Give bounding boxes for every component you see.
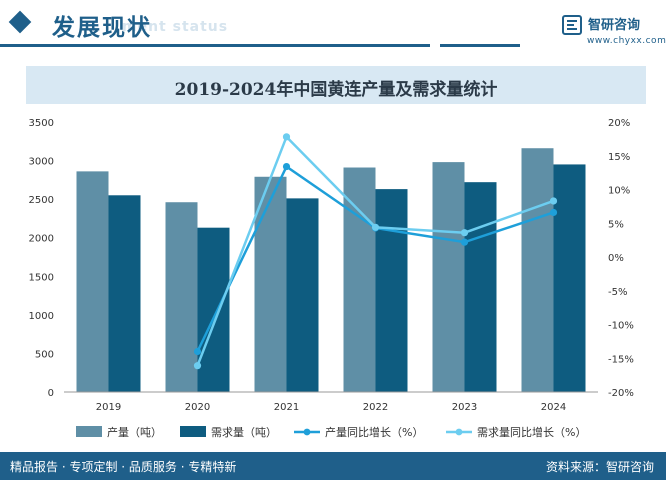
footer-bar: 精品报告 · 专项定制 · 品质服务 · 专精特新 资料来源：智研咨询 [0,452,666,480]
brand-logo-icon [562,15,582,35]
legend-label: 需求量同比增长（%） [477,425,586,439]
y-right-tick-label: 5% [608,219,624,230]
legend-label: 产量同比增长（%） [325,425,423,439]
x-tick-label: 2019 [96,402,121,413]
chart: 0 500 1000 1500 2000 2500 3000 3500 -20% -15% -10%… [29,118,634,439]
x-tick-label: 2023 [452,402,477,413]
point-production-growth [549,208,558,217]
point-production-growth [193,347,202,356]
legend-swatch-marker [303,428,311,436]
legend-swatch-bar [76,426,102,437]
brand-logo-block: 智研咨询 www.chyxx.com [562,14,666,54]
y-left-tick-label: 1500 [29,272,54,283]
bar-demand [197,227,230,392]
header-rule-short [440,44,520,47]
point-demand-growth [460,229,469,237]
section-header: ment status 发展现状 智研咨询 www.chyxx.com [0,0,666,56]
bar-production [165,202,198,392]
legend-label: 需求量（吨） [211,426,277,439]
diamond-icon [8,10,32,34]
y-right-tick-label: -20% [608,388,634,399]
y-right-tick-label: 15% [608,152,630,163]
x-tick-label: 2021 [274,402,299,413]
brand-url: www.chyxx.com [587,36,666,46]
point-production-growth [460,238,469,246]
bar-demand [286,198,319,392]
bar-production [432,162,465,392]
point-demand-growth [193,362,202,370]
chart-title-band: 2019-2024年中国黄连产量及需求量统计 [26,66,646,104]
y-left-tick-label: 500 [35,349,54,360]
x-tick-label: 2020 [185,402,210,413]
y-left-tick-label: 3500 [29,118,54,129]
legend-swatch-marker [455,428,463,436]
y-right-tick-label: -10% [608,321,634,332]
point-demand-growth [371,223,380,231]
section-title: 发展现状 [52,15,152,41]
y-right-tick-label: 0% [608,253,624,264]
bar-demand [464,182,497,392]
legend-swatch-bar [180,426,206,437]
y-left-tick-label: 0 [48,388,54,399]
footer-slogan: 精品报告 · 专项定制 · 品质服务 · 专精特新 [10,460,237,474]
footer-source: 资料来源：智研咨询 [545,460,654,474]
y-right-tick-label: 20% [608,118,630,129]
bar-production [343,167,376,392]
y-right-tick-label: -5% [608,287,627,298]
y-right-tick-label: -15% [608,354,634,365]
bar-production [254,176,287,392]
header-rule [0,44,430,47]
bar-demand [108,195,141,392]
chart-title: 2019-2024年中国黄连产量及需求量统计 [174,80,498,100]
section-title-en: ment status [122,19,229,35]
bar-demand [553,164,586,392]
bar-production [76,171,109,392]
y-right-tick-label: 10% [608,186,630,197]
point-demand-growth [549,197,558,205]
y-left-tick-label: 2500 [29,195,54,206]
bar-production [521,148,554,392]
brand-name: 智研咨询 [588,18,641,33]
x-tick-label: 2022 [363,402,388,413]
x-tick-label: 2024 [541,402,566,413]
y-left-tick-label: 2000 [29,234,54,245]
bar-demand [375,189,408,392]
y-left-tick-label: 3000 [29,157,54,168]
y-left-tick-label: 1000 [29,311,54,322]
point-production-growth [282,162,291,171]
legend-label: 产量（吨） [107,425,162,439]
point-demand-growth [282,133,291,141]
